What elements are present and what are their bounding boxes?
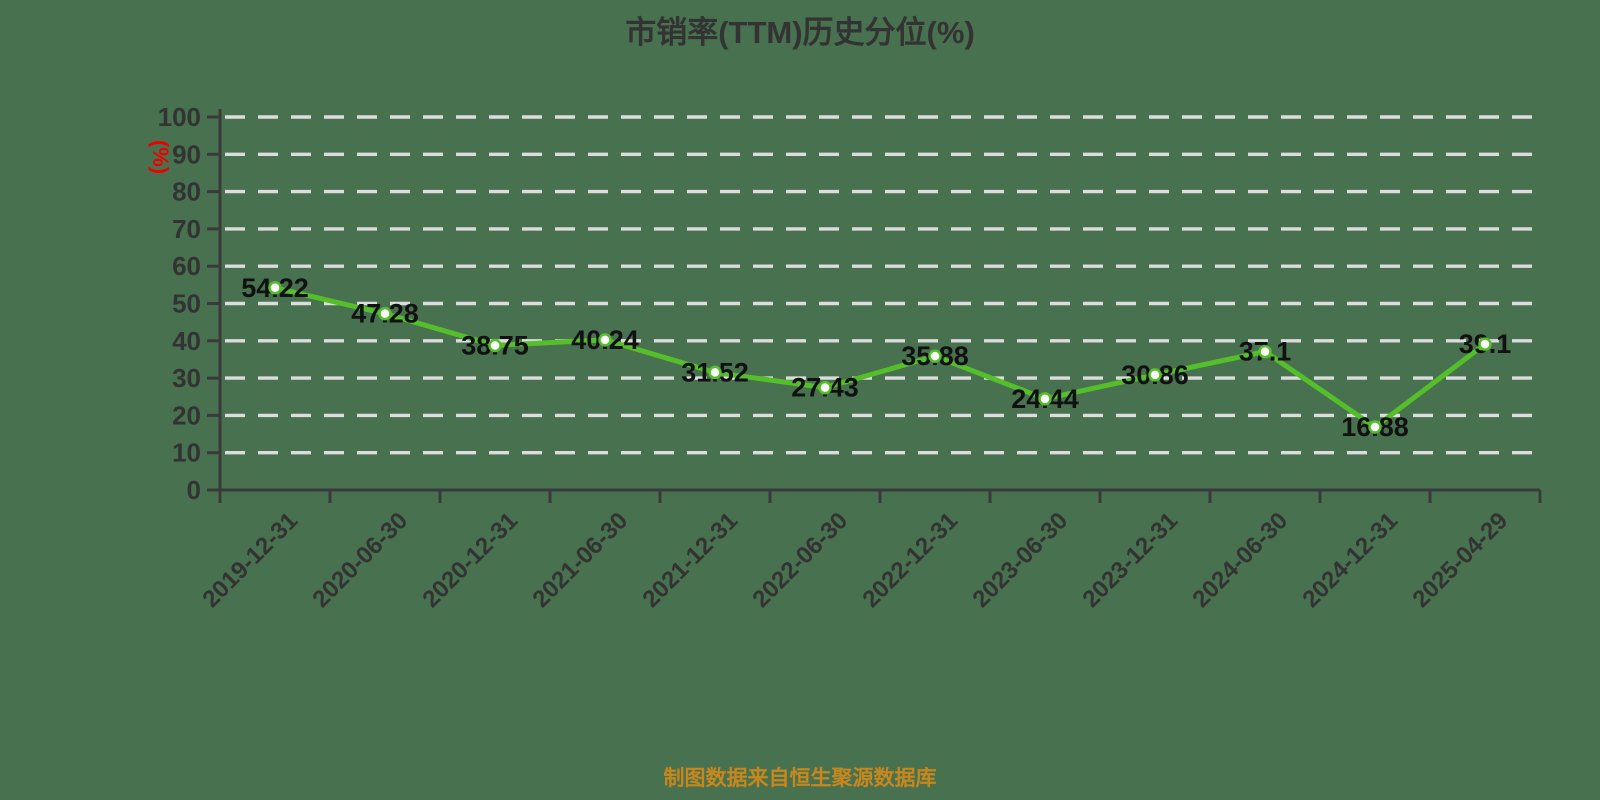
y-tick-label: 60 [172,251,201,281]
x-tick-label: 2021-06-30 [527,507,633,613]
source-caption: 制图数据来自恒生聚源数据库 [663,767,937,790]
data-point [268,281,282,295]
y-tick-label: 10 [172,438,201,468]
x-tick-label: 2024-06-30 [1187,507,1293,613]
x-tick-label: 2020-06-30 [307,507,413,613]
x-tick-label: 2022-12-31 [857,507,963,613]
y-tick-label: 40 [172,326,201,356]
y-tick-label: 0 [187,475,201,505]
y-tick-label: 20 [172,400,201,430]
data-point [1478,337,1492,351]
data-point [1368,420,1382,434]
data-point [1148,368,1162,382]
x-tick-label: 2023-06-30 [967,507,1073,613]
data-point [598,333,612,347]
y-tick-label: 90 [172,139,201,169]
x-tick-label: 2021-12-31 [637,507,743,613]
x-tick-label: 2022-06-30 [747,507,853,613]
y-tick-label: 100 [158,102,201,132]
data-point [708,365,722,380]
data-point [1038,392,1052,406]
series-line [272,285,1488,430]
x-tick-label: 2024-12-31 [1297,507,1403,613]
y-tick-label: 70 [172,214,201,244]
x-tick-label: 2025-04-29 [1407,507,1513,613]
y-tick-label: 30 [172,363,201,393]
x-tick-label: 2019-12-31 [197,507,303,613]
x-tick-label: 2023-12-31 [1077,507,1183,613]
data-point [928,349,942,363]
y-tick-label: 50 [172,289,201,319]
data-point [1258,344,1272,359]
data-point [488,338,502,353]
data-point [378,306,392,321]
chart-title: 市销率(TTM)历史分位(%) [625,15,975,50]
y-tick-label: 80 [172,177,201,207]
x-tick-label: 2020-12-31 [417,507,523,613]
data-point [818,380,832,395]
